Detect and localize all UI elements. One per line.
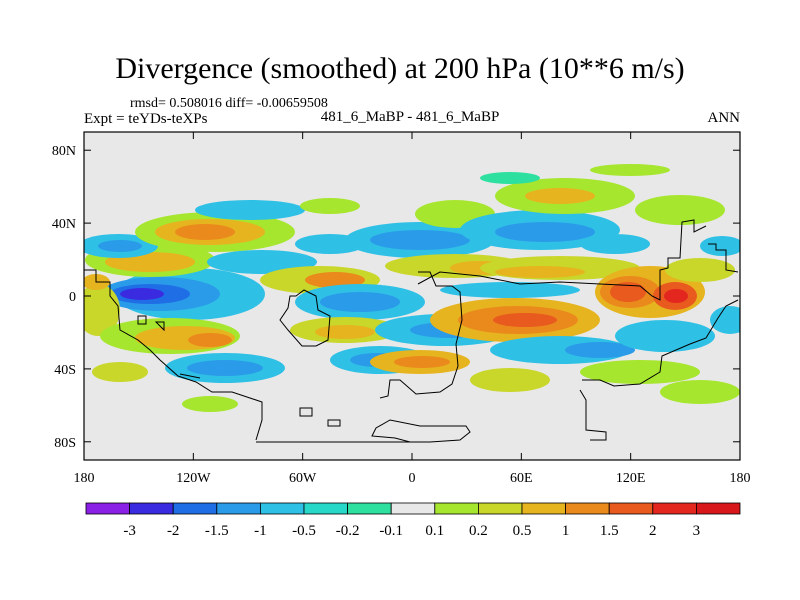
colorbar-swatch: [172, 502, 218, 515]
field-patch: [660, 380, 740, 404]
coastline-africa: [379, 271, 463, 399]
field-patch: [187, 360, 263, 376]
colorbar: -3 -2 -1.5 -1 -0.5 -0.2 -0.1 0.1 0.2 0.5 1 1.5 2 3: [85, 502, 741, 539]
coastline-asia: [417, 219, 707, 301]
x-tick-label: 0: [409, 471, 416, 486]
x-tick-label: 120E: [616, 471, 646, 486]
chart-title: Divergence (smoothed) at 200 hPa (10**6 …: [115, 52, 685, 85]
colorbar-label: -1: [254, 523, 267, 539]
colorbar-label: 2: [649, 523, 657, 539]
field-patch: [590, 164, 670, 176]
colorbar-swatch: [521, 502, 566, 515]
field-patch: [182, 396, 238, 412]
field-patch: [92, 362, 148, 382]
field-patch: [495, 222, 595, 242]
x-tick-label: 180: [74, 471, 95, 486]
field-layer: [84, 164, 740, 412]
y-tick-label: 40S: [54, 363, 76, 378]
x-tick-label: 120W: [176, 471, 211, 486]
colorbar-label: 0.1: [425, 523, 444, 539]
rmsd-label: rmsd= 0.508016 diff= -0.00659508: [130, 96, 328, 111]
colorbar-swatch: [216, 502, 261, 515]
field-patch: [300, 198, 360, 214]
field-patch: [525, 188, 595, 204]
colorbar-swatch: [652, 502, 697, 515]
colorbar-label: -2: [167, 523, 180, 539]
coastline-islands: [137, 315, 341, 427]
field-patch: [370, 230, 470, 250]
field-patch: [664, 289, 688, 303]
y-tick-label: 0: [69, 290, 76, 305]
colorbar-swatch: [477, 502, 523, 515]
y-tick-label: 80N: [52, 144, 76, 159]
y-tick-label: 40N: [52, 217, 76, 232]
colorbar-swatch: [434, 502, 479, 515]
field-patch: [635, 195, 725, 225]
field-patch: [565, 342, 635, 358]
colorbar-label: 0.5: [513, 523, 532, 539]
colorbar-label: -0.5: [292, 523, 316, 539]
coastline-antarctica: [256, 389, 607, 443]
colorbar-label: -3: [123, 523, 136, 539]
field-patch: [610, 282, 646, 302]
field-patch: [470, 368, 550, 392]
field-patch: [120, 288, 164, 300]
colorbar-swatch: [347, 502, 392, 515]
colorbar-swatch: [85, 502, 130, 515]
field-patch: [580, 360, 700, 384]
season-label: ANN: [707, 110, 741, 126]
colorbar-swatch: [390, 502, 436, 515]
field-patch: [615, 320, 715, 352]
field-patch: [700, 236, 740, 256]
colorbar-swatch: [259, 502, 305, 515]
colorbar-swatch: [303, 502, 348, 515]
coastline-east-asia: [708, 243, 739, 273]
coastline-australia: [582, 299, 739, 387]
case-label: 481_6_MaBP - 481_6_MaBP: [320, 109, 500, 125]
colorbar-label: 0.2: [469, 523, 488, 539]
y-axis: 80N 40N 0 40S 80S: [52, 144, 740, 451]
coastlines: [84, 219, 739, 443]
field-patch: [305, 272, 365, 288]
field-patch: [493, 313, 557, 327]
colorbar-label: 1.5: [600, 523, 619, 539]
y-tick-label: 80S: [54, 436, 76, 451]
field-patch: [394, 356, 450, 368]
x-tick-label: 180: [730, 471, 751, 486]
field-patch: [580, 234, 650, 254]
colorbar-label: 3: [693, 523, 701, 539]
x-tick-label: 60W: [289, 471, 317, 486]
colorbar-swatch: [696, 502, 741, 515]
colorbar-label: -0.2: [336, 523, 360, 539]
field-patch: [175, 224, 235, 240]
field-patch: [295, 234, 365, 254]
field-patch: [195, 200, 305, 220]
field-patch: [710, 306, 740, 334]
field-patch: [320, 292, 400, 312]
colorbar-swatch: [608, 502, 654, 515]
field-patch: [495, 266, 585, 278]
x-axis: 180 120W 60W 0 60E 120E 180: [74, 132, 751, 486]
field-patch: [480, 172, 540, 184]
experiment-label: Expt = teYDs-teXPs: [84, 111, 208, 127]
x-tick-label: 60E: [510, 471, 533, 486]
colorbar-swatch: [565, 502, 610, 515]
colorbar-label: -1.5: [205, 523, 229, 539]
coastline-south-america: [279, 289, 331, 347]
coastline-americas: [84, 269, 263, 441]
field-patch: [188, 333, 232, 347]
field-patch: [315, 325, 375, 339]
colorbar-label: -0.1: [379, 523, 403, 539]
field-patch: [665, 258, 735, 282]
colorbar-swatch: [129, 502, 174, 515]
colorbar-label: 1: [562, 523, 570, 539]
field-patch: [98, 240, 142, 252]
field-patch: [440, 282, 580, 298]
